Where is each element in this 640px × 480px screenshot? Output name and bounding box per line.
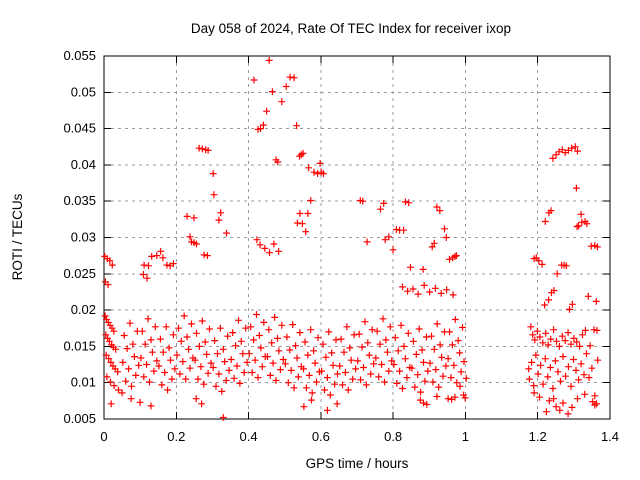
y-tick-label: 0.02 [71, 302, 96, 317]
y-axis-label: ROTI / TECUs [10, 193, 25, 280]
x-tick-label: 1 [462, 429, 469, 444]
y-tick-label: 0.005 [63, 411, 96, 426]
data-points [101, 57, 602, 421]
chart-layer: 0 0.2 0.4 0.6 0.8 1 1.2 1.4 0.005 0.01 0.015 0.02 0.… [63, 48, 619, 444]
y-tick-label: 0.05 [71, 84, 96, 99]
y-tick-label: 0.03 [71, 230, 96, 245]
x-tick-label: 0.6 [312, 429, 330, 444]
y-tick-label: 0.01 [71, 375, 96, 390]
y-tick-label: 0.045 [63, 121, 96, 136]
x-tick-label: 0 [100, 429, 107, 444]
x-tick-label: 0.4 [240, 429, 258, 444]
plot-border [103, 55, 611, 420]
y-tick-label: 0.035 [63, 193, 96, 208]
y-tick-label: 0.025 [63, 266, 96, 281]
y-tick-label: 0.055 [63, 48, 96, 63]
y-tick-label: 0.015 [63, 338, 96, 353]
x-axis-label: GPS time / hours [306, 456, 409, 471]
x-tick-label: 1.2 [529, 429, 547, 444]
x-tick-label: 0.2 [167, 429, 185, 444]
x-tick-label: 1.4 [601, 429, 619, 444]
y-tick-label: 0.04 [71, 157, 96, 172]
x-tick-label: 0.8 [384, 429, 402, 444]
chart-title: Day 058 of 2024, Rate Of TEC Index for r… [191, 21, 511, 36]
